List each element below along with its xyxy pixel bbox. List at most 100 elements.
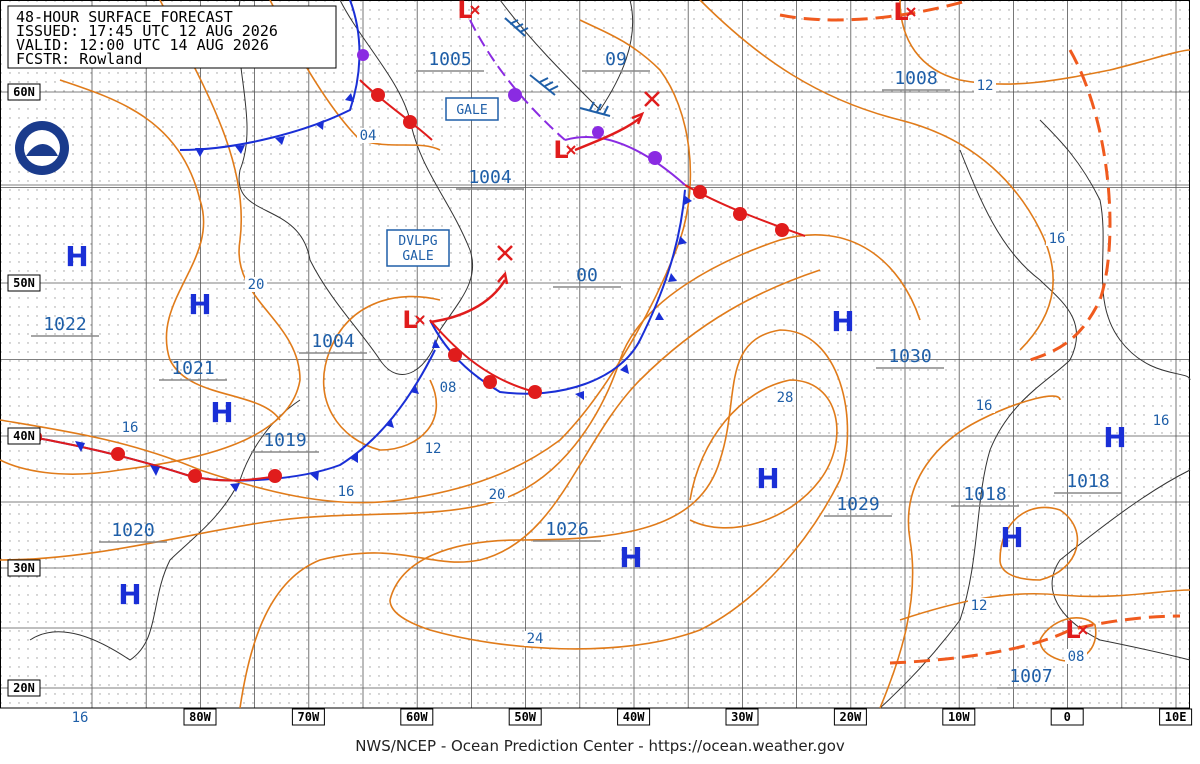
pressure-label: 1004 (311, 331, 354, 352)
fronts (19, 0, 1181, 665)
low-center: L (457, 0, 472, 24)
warning-box (386, 229, 450, 267)
lat-label-box (7, 559, 41, 577)
isobar-label: 16 (976, 398, 993, 414)
isobar-label-bg (335, 484, 357, 499)
warning-box (445, 97, 499, 121)
lon-label: 10E (1165, 710, 1187, 724)
lon-label-box (942, 708, 976, 726)
header-box (7, 5, 337, 69)
isobar-label: 12 (977, 78, 994, 94)
lat-label: 20N (13, 681, 35, 695)
lon-label-box (183, 708, 217, 726)
high-center: H (65, 240, 88, 273)
warning-text: GALE (456, 103, 487, 118)
pressure-label: 1018 (1066, 471, 1109, 492)
lat-label-box (7, 274, 41, 292)
lon-label: 80W (189, 710, 211, 724)
noaa-logo (15, 121, 69, 175)
lat-label: 30N (13, 561, 35, 575)
isobar-label: 12 (425, 441, 442, 457)
isobar-label-bg (774, 390, 796, 405)
pressure-label: 1020 (111, 520, 154, 541)
high-center: H (1000, 521, 1023, 554)
isobar-label-bg (245, 277, 267, 292)
pressure-label: 09 (605, 49, 627, 70)
lon-label-box (617, 708, 651, 726)
low-center: L (402, 306, 417, 334)
isobar-label-bg (973, 398, 995, 413)
header-line: ISSUED: 17:45 UTC 12 AUG 2026 (16, 22, 278, 40)
isobar-label: 16 (72, 710, 89, 726)
lon-label-box (725, 708, 759, 726)
pressure-label: 1019 (263, 430, 306, 451)
isobar-label-bg (974, 78, 996, 93)
header-line: 48-HOUR SURFACE FORECAST (16, 8, 233, 26)
high-center: H (831, 305, 854, 338)
pressure-label: 00 (576, 265, 598, 286)
isobar-label-bg (437, 380, 459, 395)
pressure-label: 1005 (428, 49, 471, 70)
high-center: H (756, 462, 779, 495)
pressure-label: 1004 (468, 167, 511, 188)
lon-label: 30W (731, 710, 753, 724)
coastlines (29, 0, 1191, 709)
low-cross (470, 5, 480, 15)
lat-label: 40N (13, 429, 35, 443)
isobar-label: 20 (489, 487, 506, 503)
isobar-label-bg (69, 710, 91, 725)
isobar-label: 28 (777, 390, 794, 406)
lon-label: 60W (406, 710, 428, 724)
low-cross (1078, 625, 1088, 635)
high-center: H (1103, 421, 1126, 454)
isobar-label: 24 (527, 631, 544, 647)
pressure-label: 1021 (171, 358, 214, 379)
pressure-label: 1026 (545, 519, 588, 540)
high-center: H (210, 396, 233, 429)
isobar-label: 08 (440, 380, 457, 396)
pressure-label: 1022 (43, 314, 86, 335)
lat-label-box (7, 83, 41, 101)
isobar-label: 04 (360, 128, 377, 144)
high-center: H (619, 541, 642, 574)
isobar-label: 16 (122, 420, 139, 436)
footer: NWS/NCEP - Ocean Prediction Center - htt… (355, 737, 845, 755)
pressure-label: 1030 (888, 346, 931, 367)
isobar-label-bg (1065, 649, 1087, 664)
isobar-label: 12 (971, 598, 988, 614)
warning-text: GALE (402, 249, 433, 264)
isobar-label-bg (357, 128, 379, 143)
lon-label-box (1159, 708, 1193, 726)
pressure-label: 1029 (836, 494, 879, 515)
lon-label: 40W (623, 710, 645, 724)
isobar-label: 16 (1049, 231, 1066, 247)
isobar-label: 08 (1068, 649, 1085, 665)
isobars (0, 0, 1191, 709)
low-cross (906, 7, 916, 17)
lon-label-box (1050, 708, 1084, 726)
warning-text: DVLPG (398, 234, 437, 249)
isobar-label-bg (524, 631, 546, 646)
isobar-label: 16 (1153, 413, 1170, 429)
isobar-label-bg (1150, 413, 1172, 428)
isobar-label-bg (119, 420, 141, 435)
lon-label-box (833, 708, 867, 726)
lon-label-box (400, 708, 434, 726)
isobar-label-bg (486, 487, 508, 502)
lon-label: 70W (298, 710, 320, 724)
isobar-label-bg (1046, 231, 1068, 246)
header-line: VALID: 12:00 UTC 14 AUG 2026 (16, 36, 269, 54)
map-frame (0, 0, 1190, 709)
low-center: L (553, 136, 568, 164)
high-center: H (118, 578, 141, 611)
lon-label: 10W (948, 710, 970, 724)
low-cross (566, 145, 576, 155)
pressure-label: 1007 (1009, 666, 1052, 687)
header-line: FCSTR: Rowland (16, 50, 142, 68)
lat-label: 60N (13, 85, 35, 99)
lat-label: 50N (13, 276, 35, 290)
isobar-label: 16 (338, 484, 355, 500)
lon-label-box (508, 708, 542, 726)
low-center: L (1065, 616, 1080, 644)
